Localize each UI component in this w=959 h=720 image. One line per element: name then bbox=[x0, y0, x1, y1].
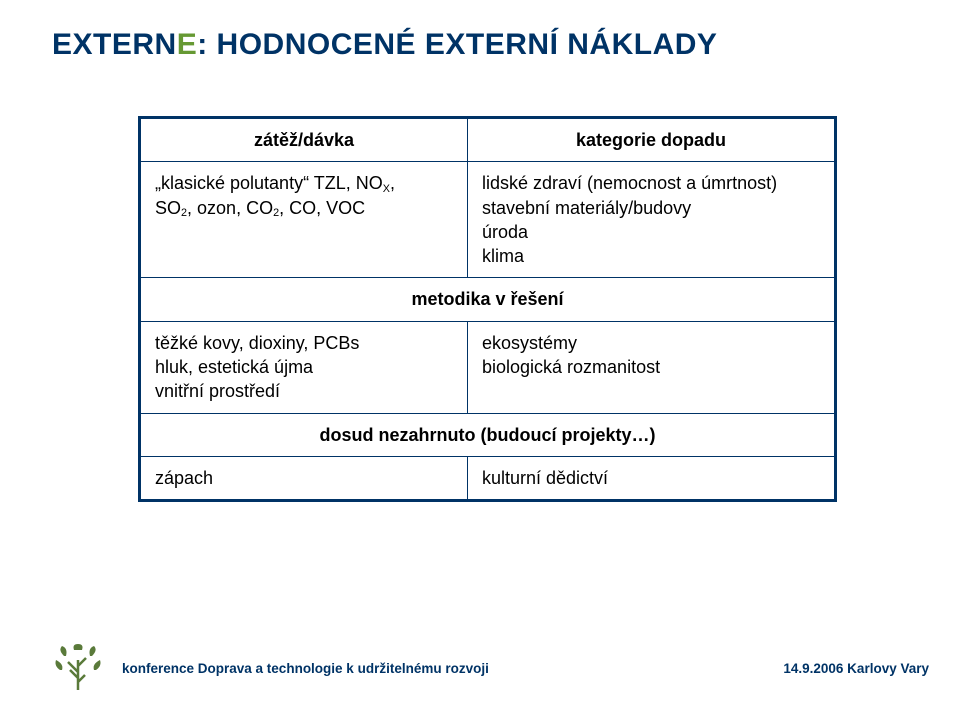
r1l2c: , CO, VOC bbox=[279, 198, 365, 218]
title-rest: : HODNOCENÉ EXTERNÍ NÁKLADY bbox=[197, 28, 717, 61]
row3-left: zápach bbox=[141, 457, 468, 499]
r2l2: hluk, estetická újma bbox=[155, 357, 313, 377]
r2r2: biologická rozmanitost bbox=[482, 357, 660, 377]
row2-right: ekosystémy biologická rozmanitost bbox=[468, 322, 834, 413]
table-bot-row: dosud nezahrnuto (budoucí projekty…) bbox=[141, 414, 834, 457]
r1l2a: SO bbox=[155, 198, 181, 218]
r1r1: lidské zdraví (nemocnost a úmrtnost) bbox=[482, 173, 777, 193]
r2l1: těžké kovy, dioxiny, PCBs bbox=[155, 333, 359, 353]
header-left: zátěž/dávka bbox=[141, 119, 468, 161]
r1l2b: , ozon, CO bbox=[187, 198, 273, 218]
r1l1t: , bbox=[390, 173, 395, 193]
r2l3: vnitřní prostředí bbox=[155, 381, 280, 401]
sub-co2: 2 bbox=[273, 207, 279, 219]
footer-text: konference Doprava a technologie k udrži… bbox=[122, 661, 489, 676]
title-e1: E bbox=[52, 28, 73, 61]
header-right: kategorie dopadu bbox=[468, 119, 834, 161]
table-header-row: zátěž/dávka kategorie dopadu bbox=[141, 119, 834, 162]
mid-label: metodika v řešení bbox=[141, 278, 834, 320]
footer-date: 14.9.2006 Karlovy Vary bbox=[783, 661, 929, 676]
impact-table: zátěž/dávka kategorie dopadu „klasické p… bbox=[138, 116, 837, 502]
r1r4: klima bbox=[482, 246, 524, 266]
row1-right: lidské zdraví (nemocnost a úmrtnost) sta… bbox=[468, 162, 834, 277]
r1r3: úroda bbox=[482, 222, 528, 242]
r2r1: ekosystémy bbox=[482, 333, 577, 353]
sub-nox: X bbox=[383, 183, 390, 195]
slide: EXTERNE: HODNOCENÉ EXTERNÍ NÁKLADY zátěž… bbox=[0, 0, 959, 720]
row3-right: kulturní dědictví bbox=[468, 457, 834, 499]
row1-left: „klasické polutanty“ TZL, NOX, SO2, ozon… bbox=[141, 162, 468, 277]
r1l1a: „klasické polutanty“ TZL, NO bbox=[155, 173, 383, 193]
table-mid-row: metodika v řešení bbox=[141, 278, 834, 321]
title-xtern: XTERN bbox=[73, 28, 177, 61]
slide-title: EXTERNE: HODNOCENÉ EXTERNÍ NÁKLADY bbox=[52, 28, 717, 62]
r1r2: stavební materiály/budovy bbox=[482, 198, 691, 218]
row2-left: těžké kovy, dioxiny, PCBs hluk, estetick… bbox=[141, 322, 468, 413]
table-row: „klasické polutanty“ TZL, NOX, SO2, ozon… bbox=[141, 162, 834, 278]
title-e2: E bbox=[177, 28, 198, 61]
table-row: těžké kovy, dioxiny, PCBs hluk, estetick… bbox=[141, 322, 834, 414]
footer: konference Doprava a technologie k udrži… bbox=[52, 642, 929, 694]
table-row: zápach kulturní dědictví bbox=[141, 457, 834, 499]
bot-label: dosud nezahrnuto (budoucí projekty…) bbox=[141, 414, 834, 456]
logo-icon bbox=[52, 642, 104, 694]
sub-so2: 2 bbox=[181, 207, 187, 219]
